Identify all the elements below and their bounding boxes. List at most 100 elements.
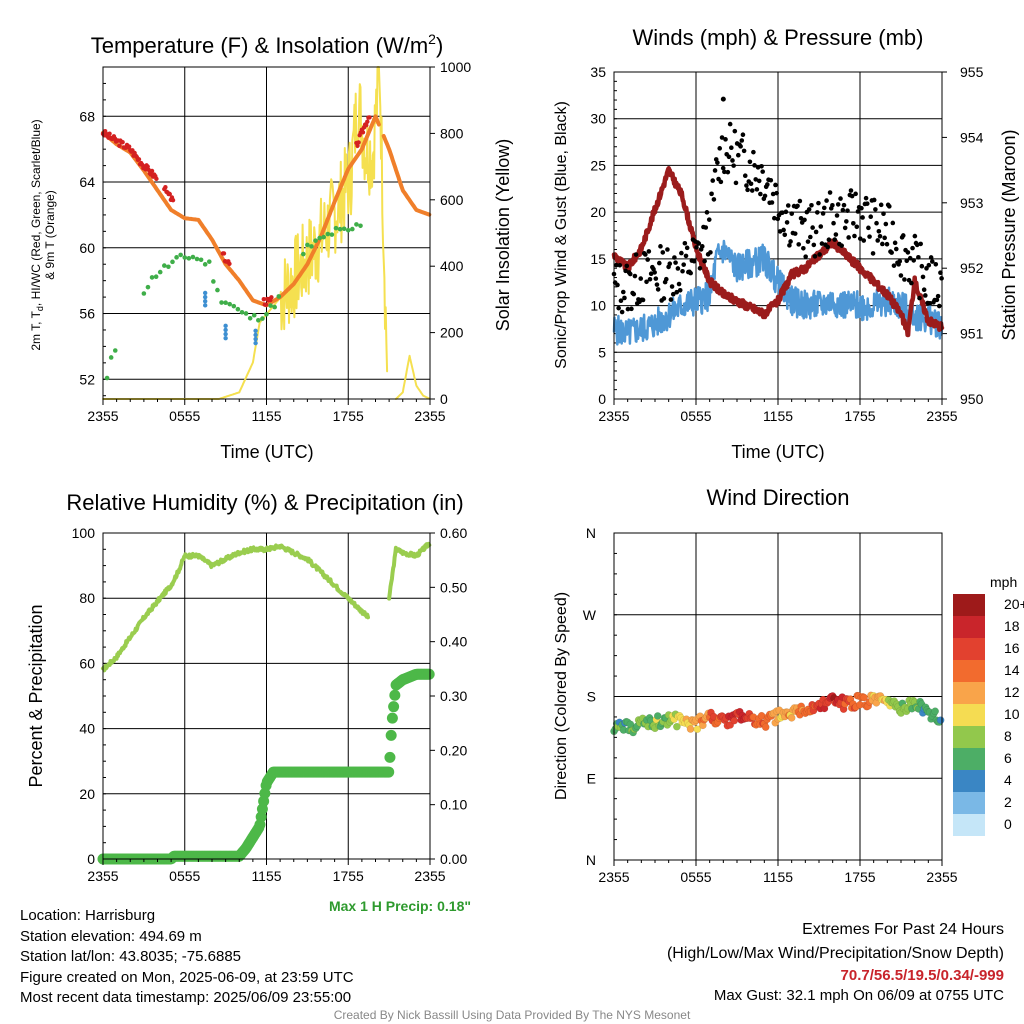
legend-label: 20+ xyxy=(1004,596,1024,612)
gust-point xyxy=(803,254,808,259)
gust-point xyxy=(846,235,851,240)
temp-point xyxy=(149,168,155,174)
temp-xtick-label: 1155 xyxy=(251,408,281,424)
dewpoint-point xyxy=(162,263,167,268)
precip-ytick-label: 0.20 xyxy=(440,742,467,758)
gust-point xyxy=(788,239,793,244)
temp-ytick-label: 64 xyxy=(79,174,95,190)
dir-ytick-label: W xyxy=(583,607,597,623)
windchill-point xyxy=(253,340,258,346)
wind-xtick-label: 2355 xyxy=(926,408,957,424)
gust-point xyxy=(725,169,731,175)
windchill-point xyxy=(223,327,228,333)
gust-point xyxy=(739,138,745,143)
wind-ytick-label: 10 xyxy=(590,298,606,314)
rh-xtick-label: 1755 xyxy=(333,868,364,884)
temp-point xyxy=(263,302,269,307)
gust-point xyxy=(704,210,710,215)
legend-label: 4 xyxy=(1004,772,1012,788)
gust-point xyxy=(741,148,747,154)
gust-point xyxy=(645,257,650,262)
temperature-xlabel: Time (UTC) xyxy=(220,442,313,462)
gust-point xyxy=(933,261,939,267)
insolation-ytick-label: 1000 xyxy=(440,59,471,75)
dewpoint-point xyxy=(170,259,175,265)
latlon-text: Station lat/lon: 43.8035; -75.6885 xyxy=(20,948,242,965)
gust-point xyxy=(887,204,892,209)
insolation-line xyxy=(394,354,431,400)
precip-ytick-label: 0.00 xyxy=(440,851,467,867)
dewpoint-point xyxy=(272,304,277,310)
dir-xtick-label: 2355 xyxy=(926,869,957,885)
gust-point xyxy=(625,306,631,312)
gust-point xyxy=(900,233,906,238)
temp-xtick-label: 2355 xyxy=(414,408,445,424)
humidity-panel: 0 20 40 60 80 100 0.00 0.10 0.20 0.30 0.40 0.50 0.60… xyxy=(72,525,468,884)
gust-point xyxy=(928,255,934,260)
extremes-subtitle: (High/Low/Max Wind/Precipitation/Snow De… xyxy=(666,945,1004,962)
speed-legend: 20+ 18 16 14 12 10 8 6 4 2 0 xyxy=(953,594,1024,836)
gust-point xyxy=(774,190,779,196)
gust-point xyxy=(871,197,877,203)
dewpoint-point xyxy=(145,284,151,290)
legend-swatch xyxy=(953,682,985,704)
gust-point xyxy=(809,202,814,208)
gust-point xyxy=(726,154,732,160)
wind-xtick-label: 2355 xyxy=(598,408,629,424)
gust-point xyxy=(732,128,738,134)
gust-point xyxy=(870,251,876,256)
gust-point xyxy=(848,188,854,193)
gust-point xyxy=(889,250,894,255)
dewpoint-point xyxy=(219,300,224,305)
dewpoint-point xyxy=(235,306,241,312)
gust-point xyxy=(758,191,763,197)
temp-point xyxy=(145,164,150,169)
precip-point xyxy=(384,751,396,763)
gust-point xyxy=(891,263,897,268)
precip-ytick-label: 0.60 xyxy=(440,525,467,541)
gust-point xyxy=(816,200,821,206)
gust-point xyxy=(842,225,848,231)
insolation-ytick-label: 600 xyxy=(440,192,464,208)
gust-point xyxy=(762,193,768,199)
gust-point xyxy=(706,217,712,222)
gust-point xyxy=(711,197,717,202)
insolation-ytick-label: 400 xyxy=(440,258,464,274)
temp-ytick-label: 52 xyxy=(79,371,95,387)
gust-point xyxy=(719,135,725,140)
legend-label: 0 xyxy=(1004,816,1012,832)
gust-point xyxy=(851,221,856,226)
temp-point xyxy=(269,295,274,300)
gust-point xyxy=(921,287,927,293)
gust-point xyxy=(820,211,826,216)
gust-point xyxy=(880,241,885,247)
gust-point xyxy=(755,165,761,170)
rh-ytick-label: 100 xyxy=(72,525,96,541)
dewpoint-point xyxy=(358,223,363,229)
wind-ytick-label: 35 xyxy=(590,64,606,80)
gust-point xyxy=(841,202,847,208)
gust-point xyxy=(731,163,736,168)
dewpoint-point xyxy=(174,255,179,260)
pressure-ylabel: Station Pressure (Maroon) xyxy=(999,129,1019,340)
gust-point xyxy=(754,187,760,192)
wind-direction-title: Wind Direction xyxy=(706,485,849,510)
legend-label: 8 xyxy=(1004,728,1012,744)
rh-xtick-label: 2355 xyxy=(414,868,445,884)
gust-point xyxy=(912,233,918,239)
gust-point xyxy=(927,301,933,306)
wind-xtick-label: 0555 xyxy=(680,408,711,424)
gust-point xyxy=(859,205,864,211)
dir-ytick-label: E xyxy=(587,770,596,786)
gust-point xyxy=(924,266,929,271)
temp-point xyxy=(360,130,366,135)
gust-point xyxy=(874,220,879,226)
gust-point xyxy=(929,259,935,264)
dewpoint-point xyxy=(190,254,196,260)
legend-swatch xyxy=(953,726,985,748)
gust-point xyxy=(638,276,644,281)
gust-point xyxy=(798,215,804,221)
gust-point xyxy=(730,158,735,163)
precip-point xyxy=(385,729,397,741)
gust-point xyxy=(745,187,750,193)
